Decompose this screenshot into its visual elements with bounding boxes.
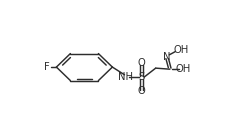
Text: NH: NH (119, 72, 133, 82)
Text: O: O (138, 58, 145, 68)
Text: OH: OH (173, 45, 188, 55)
Text: N: N (163, 52, 171, 62)
Text: OH: OH (176, 64, 191, 74)
Text: F: F (44, 62, 50, 72)
Text: O: O (138, 86, 145, 96)
Text: S: S (138, 72, 145, 82)
